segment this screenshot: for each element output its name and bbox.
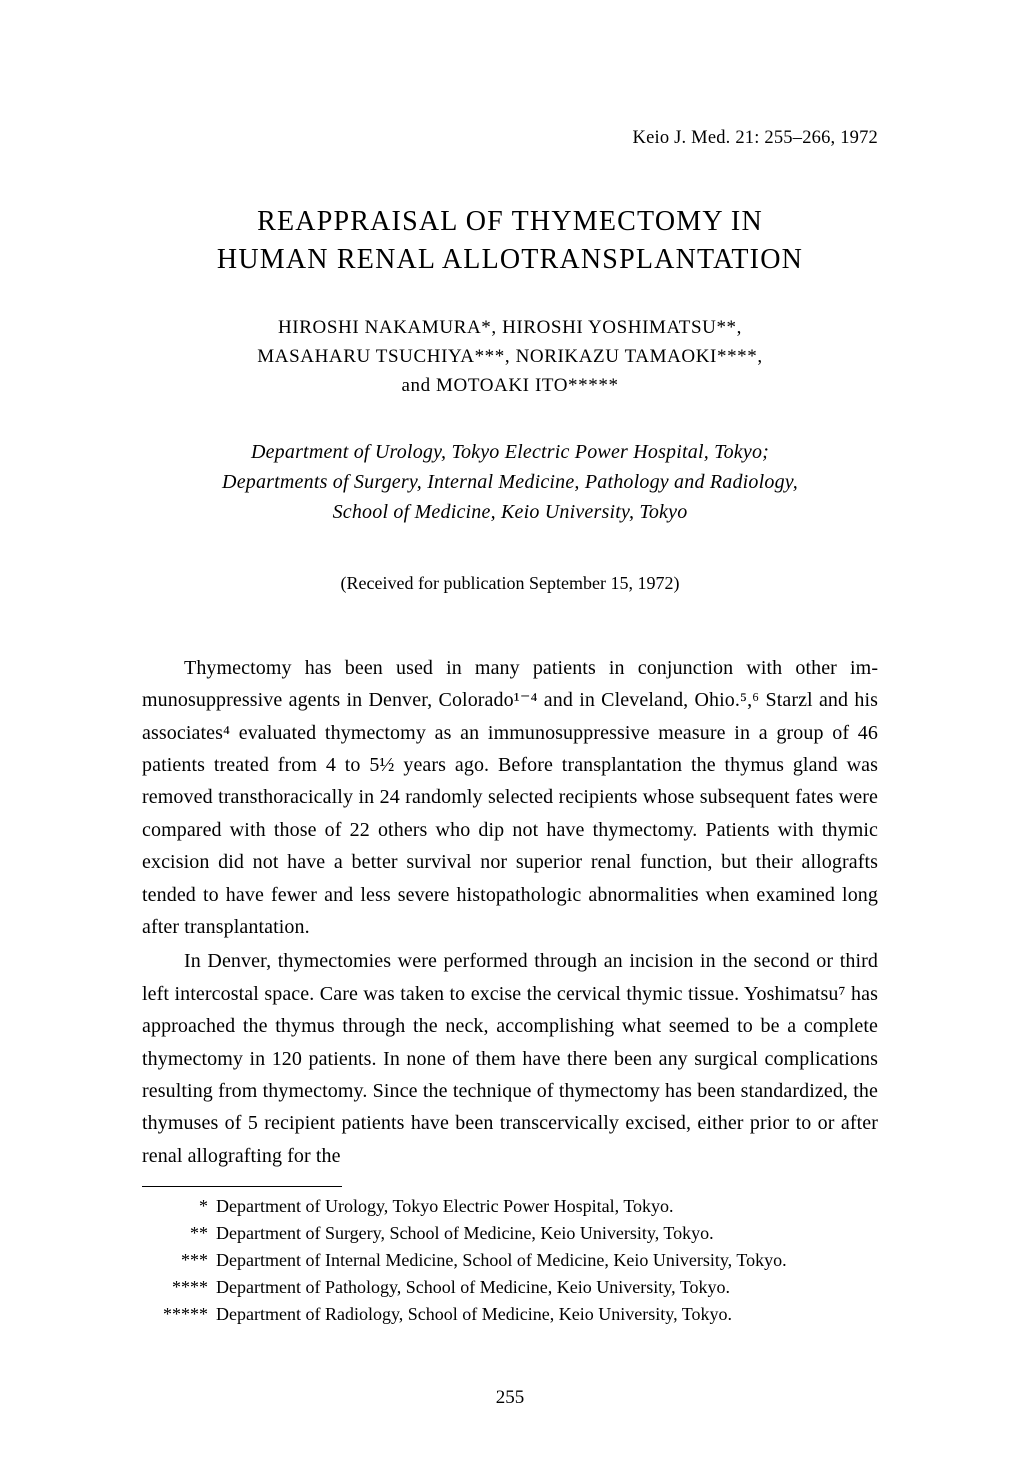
footnote-row: ** Department of Surgery, School of Medi…	[142, 1220, 878, 1247]
affil-line-3: School of Medicine, Keio University, Tok…	[333, 501, 688, 523]
affil-line-1: Department of Urology, Tokyo Electric Po…	[251, 441, 769, 463]
footnote-mark: *****	[142, 1301, 216, 1328]
footnote-row: **** Department of Pathology, School of …	[142, 1274, 878, 1301]
running-head: Keio J. Med. 21: 255–266, 1972	[142, 128, 878, 149]
footnotes-block: * Department of Urology, Tokyo Electric …	[142, 1193, 878, 1328]
authors-block: HIROSHI NAKAMURA*, HIROSHI YOSHIMATSU**,…	[142, 313, 878, 401]
affiliation-block: Department of Urology, Tokyo Electric Po…	[142, 437, 878, 527]
authors-line-2: MASAHARU TSUCHIYA***, NORIKAZU TAMAOKI**…	[257, 346, 762, 367]
title-line-1: REAPPRAISAL OF THYMECTOMY IN	[257, 206, 763, 237]
authors-line-3: and MOTOAKI ITO*****	[401, 375, 618, 396]
footnote-mark: **	[142, 1220, 216, 1247]
footnote-row: ***** Department of Radiology, School of…	[142, 1301, 878, 1328]
footnote-mark: *	[142, 1193, 216, 1220]
footnote-text: Department of Internal Medicine, School …	[216, 1247, 878, 1274]
page: Keio J. Med. 21: 255–266, 1972 REAPPRAIS…	[0, 0, 1020, 1457]
footnote-text: Department of Radiology, School of Medic…	[216, 1301, 878, 1328]
footnote-text: Department of Urology, Tokyo Electric Po…	[216, 1193, 878, 1220]
received-date: (Received for publication September 15, …	[142, 573, 878, 594]
footnote-text: Department of Surgery, School of Medicin…	[216, 1220, 878, 1247]
body-paragraph-1: Thymectomy has been used in many patient…	[142, 652, 878, 944]
footnote-row: *** Department of Internal Medicine, Sch…	[142, 1247, 878, 1274]
footnote-rule	[142, 1186, 342, 1187]
affil-line-2: Departments of Surgery, Internal Medicin…	[222, 471, 798, 493]
article-title: REAPPRAISAL OF THYMECTOMY IN HUMAN RENAL…	[142, 203, 878, 279]
authors-line-1: HIROSHI NAKAMURA*, HIROSHI YOSHIMATSU**,	[278, 317, 742, 338]
body-paragraph-2: In Denver, thymectomies were performed t…	[142, 945, 878, 1172]
footnote-row: * Department of Urology, Tokyo Electric …	[142, 1193, 878, 1220]
footnote-mark: ***	[142, 1247, 216, 1274]
title-line-2: HUMAN RENAL ALLOTRANSPLANTATION	[217, 244, 803, 275]
footnote-text: Department of Pathology, School of Medic…	[216, 1274, 878, 1301]
page-number: 255	[0, 1387, 1020, 1409]
footnote-mark: ****	[142, 1274, 216, 1301]
